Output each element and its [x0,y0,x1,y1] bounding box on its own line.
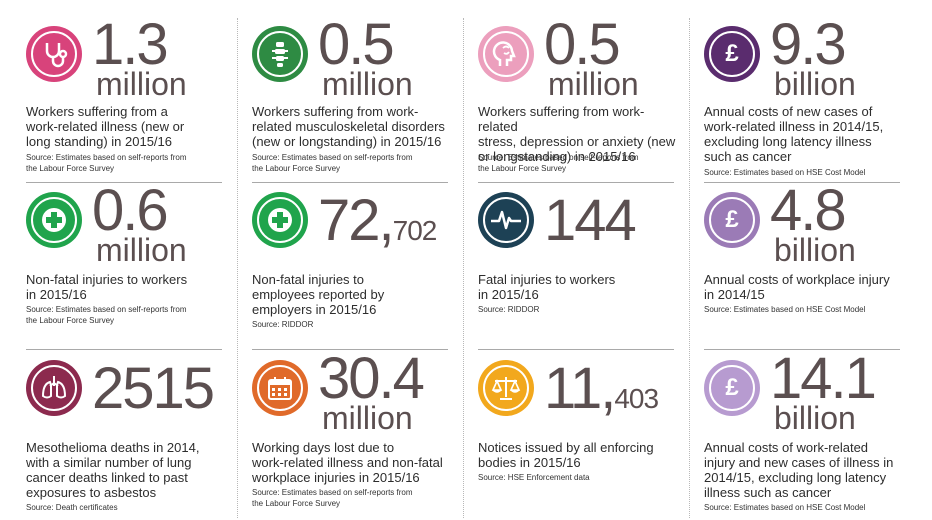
stat-number: 72,702 [318,188,438,253]
stat-number: 9.3 [770,12,847,77]
row-divider [704,349,900,350]
stat-number: 0.5 [544,12,621,77]
stat-description: Annual costs of new cases of work-related… [704,104,884,164]
stat-source: Source: Estimates based on self-reports … [252,153,413,173]
stat-unit: billion [774,66,856,102]
row-divider [478,182,674,183]
stat-number: 4.8 [770,178,847,243]
head-icon [478,26,534,82]
stat-description: Non-fatal injuries to employees reported … [252,272,385,317]
stat-description: Working days lost due to work-related ill… [252,440,443,485]
stat-description: Annual costs of workplace injury in 2014/… [704,272,890,302]
column-divider [237,18,238,518]
stat-source: Source: RIDDOR [252,320,314,329]
stethoscope-icon [26,26,82,82]
stat-number-suffix: 702 [392,215,438,246]
column-divider [463,18,464,518]
stat-number: 2515 [92,356,215,421]
stat-source: Source: Death certificates [26,503,118,512]
stat-unit: million [96,66,187,102]
stat-source: Source: Estimates based on self-reports … [478,153,639,173]
stat-number: 30.4 [318,346,425,411]
stat-description: Workers suffering from work-related musc… [252,104,445,149]
stat-description: Fatal injuries to workers in 2015/16 [478,272,616,302]
stat-description: Mesothelioma deaths in 2014, with a simil… [26,440,200,500]
stat-source: Source: HSE Enforcement data [478,473,590,482]
stat-unit: million [548,66,639,102]
stat-unit: billion [774,400,856,436]
stat-source: Source: Estimates based on HSE Cost Mode… [704,168,866,177]
column-divider [689,18,690,518]
stat-unit: billion [774,232,856,268]
stat-unit: million [322,400,413,436]
lungs-icon [26,360,82,416]
spine-icon [252,26,308,82]
stat-description: Workers suffering from a work-related ill… [26,104,185,149]
row-divider [26,349,222,350]
first-aid-cross-icon [252,192,308,248]
row-divider [252,349,448,350]
stat-number: 14.1 [770,346,877,411]
stat-number: 0.6 [92,178,169,243]
stat-source: Source: Estimates based on HSE Cost Mode… [704,305,866,314]
stat-source: Source: Estimates based on self-reports … [26,153,187,173]
stat-number: 1.3 [92,12,169,77]
pound-icon: £ [704,192,760,248]
stat-unit: million [96,232,187,268]
row-divider [252,182,448,183]
calendar-icon [252,360,308,416]
pound-icon: £ [704,360,760,416]
stat-source: Source: Estimates based on self-reports … [26,305,187,325]
stat-description: Workers suffering from work-related stres… [478,104,676,164]
row-divider [704,182,900,183]
row-divider [26,182,222,183]
stat-source: Source: Estimates based on HSE Cost Mode… [704,503,866,512]
stat-number: 0.5 [318,12,395,77]
stat-description: Annual costs of work-related injury and n… [704,440,894,500]
pound-icon: £ [704,26,760,82]
heartbeat-icon [478,192,534,248]
stat-description: Notices issued by all enforcing bodies in… [478,440,654,470]
stat-source: Source: RIDDOR [478,305,540,314]
stat-number: 144 [544,188,637,253]
stat-source: Source: Estimates based on self-reports … [252,488,413,508]
first-aid-cross-icon [26,192,82,248]
stat-unit: million [322,66,413,102]
row-divider [478,349,674,350]
stat-number: 11,403 [544,356,659,421]
stat-description: Non-fatal injuries to workers in 2015/16 [26,272,188,302]
stat-number-suffix: 403 [614,383,659,414]
scales-icon [478,360,534,416]
